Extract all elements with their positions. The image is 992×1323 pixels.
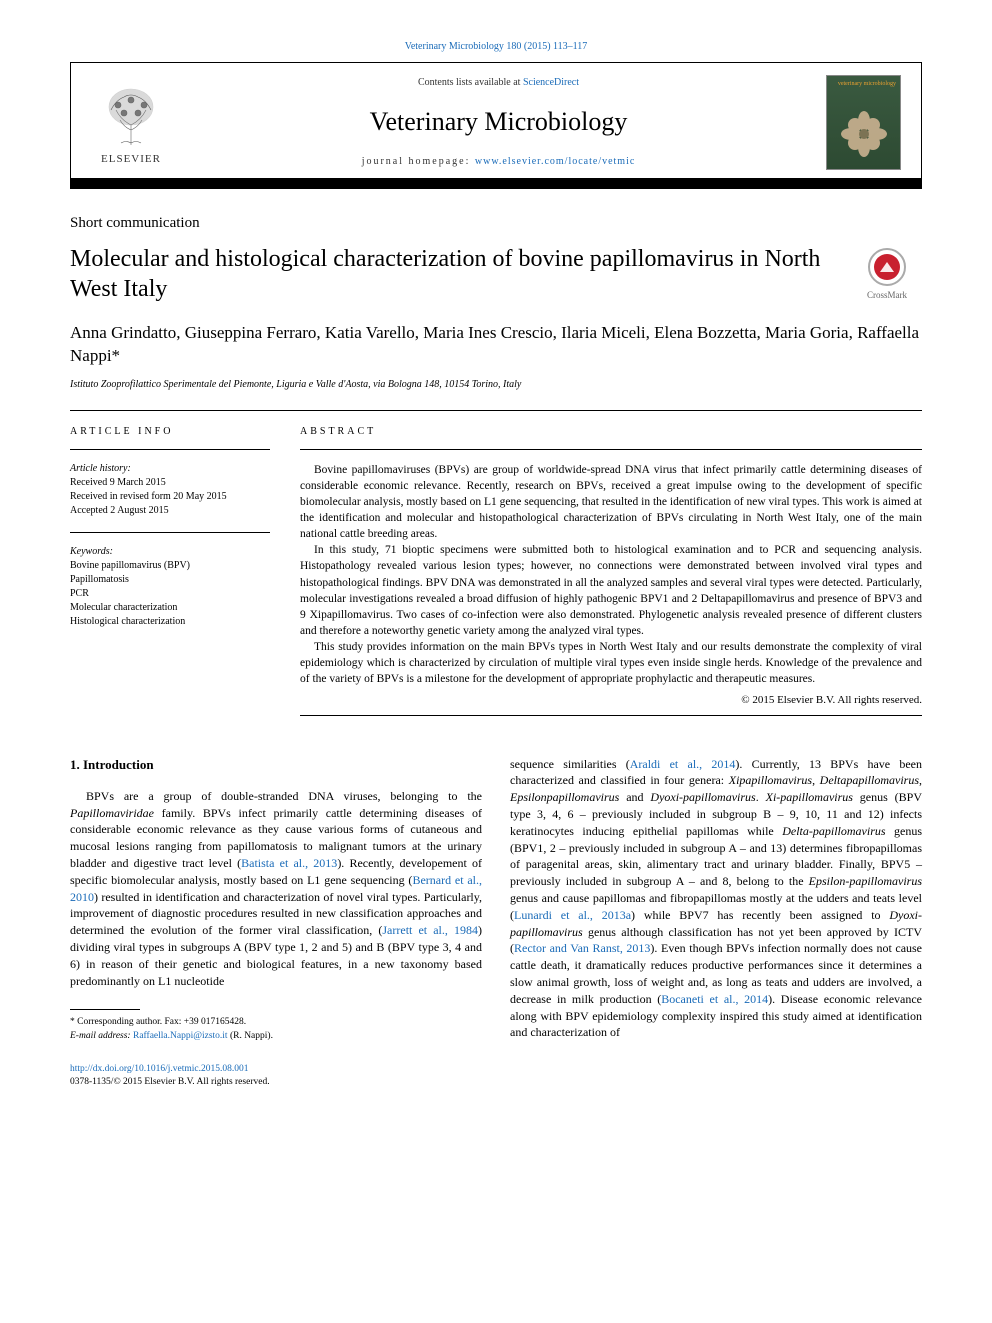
text-italic: Deltapapillomavirus xyxy=(820,773,919,787)
abstract-p2: In this study, 71 bioptic specimens were… xyxy=(300,542,922,639)
email-suffix: (R. Nappi). xyxy=(228,1031,273,1041)
history-accepted: Accepted 2 August 2015 xyxy=(70,504,270,518)
crossmark-icon xyxy=(874,254,900,280)
meta-divider xyxy=(70,449,270,450)
elsevier-tree-icon xyxy=(96,85,166,150)
text: , xyxy=(919,773,922,787)
history-label: Article history: xyxy=(70,462,270,476)
text-italic: Xipapillomavirus xyxy=(729,773,812,787)
affiliation: Istituto Zooprofilattico Sperimentale de… xyxy=(70,378,922,392)
article-info-heading: ARTICLE INFO xyxy=(70,425,270,439)
keyword: Molecular characterization xyxy=(70,601,270,615)
intro-paragraph: BPVs are a group of double-stranded DNA … xyxy=(70,788,482,990)
text-italic: Epsilon-papillomavirus xyxy=(809,874,922,888)
journal-header: ELSEVIER Contents lists available at Sci… xyxy=(70,62,922,189)
email-label: E-mail address: xyxy=(70,1031,133,1041)
contents-available: Contents lists available at ScienceDirec… xyxy=(171,76,826,90)
doi-link[interactable]: http://dx.doi.org/10.1016/j.vetmic.2015.… xyxy=(70,1064,248,1074)
cover-title: veterinary microbiology xyxy=(827,76,900,88)
elsevier-logo: ELSEVIER xyxy=(91,78,171,168)
journal-name: Veterinary Microbiology xyxy=(171,104,826,140)
meta-divider xyxy=(70,532,270,533)
authors: Anna Grindatto, Giuseppina Ferraro, Kati… xyxy=(70,322,922,368)
text-italic: Xi-papillomavirus xyxy=(766,790,853,804)
citation-link[interactable]: Batista et al., 2013 xyxy=(241,856,337,870)
abstract-p3: This study provides information on the m… xyxy=(300,639,922,687)
history-received: Received 9 March 2015 xyxy=(70,476,270,490)
history-revised: Received in revised form 20 May 2015 xyxy=(70,490,270,504)
sciencedirect-link[interactable]: ScienceDirect xyxy=(523,77,579,88)
body-two-column: 1. Introduction BPVs are a group of doub… xyxy=(70,756,922,1043)
homepage-link[interactable]: www.elsevier.com/locate/vetmic xyxy=(475,156,635,167)
text: , xyxy=(812,773,820,787)
article-title: Molecular and histological characterizat… xyxy=(70,244,832,304)
authors-list: Anna Grindatto, Giuseppina Ferraro, Kati… xyxy=(70,323,919,365)
crossmark-label: CrossMark xyxy=(867,289,907,302)
abstract-text: Bovine papillomaviruses (BPVs) are group… xyxy=(300,462,922,687)
email-link[interactable]: Raffaella.Nappi@izsto.it xyxy=(133,1031,228,1041)
text-italic: Papillomaviridae xyxy=(70,806,154,820)
text: sequence similarities ( xyxy=(510,757,630,771)
journal-homepage: journal homepage: www.elsevier.com/locat… xyxy=(171,155,826,169)
corresponding-mark: * xyxy=(112,346,121,365)
text: and xyxy=(619,790,650,804)
text-italic: Delta-papillomavirus xyxy=(782,824,885,838)
keyword: Papillomatosis xyxy=(70,573,270,587)
abstract-divider xyxy=(300,449,922,450)
homepage-prefix: journal homepage: xyxy=(362,156,475,167)
issn-copyright: 0378-1135/© 2015 Elsevier B.V. All right… xyxy=(70,1076,922,1089)
keywords-label: Keywords: xyxy=(70,545,270,559)
bottom-info: http://dx.doi.org/10.1016/j.vetmic.2015.… xyxy=(70,1063,922,1090)
header-black-bar xyxy=(71,178,921,188)
contents-prefix: Contents lists available at xyxy=(418,77,523,88)
article-history: Article history: Received 9 March 2015 R… xyxy=(70,462,270,518)
citation-link[interactable]: Jarrett et al., 1984 xyxy=(382,923,478,937)
elsevier-label: ELSEVIER xyxy=(101,152,161,167)
footnote-corr: * Corresponding author. Fax: +39 0171654… xyxy=(70,1016,482,1029)
abstract-p1: Bovine papillomaviruses (BPVs) are group… xyxy=(300,462,922,542)
abstract-heading: ABSTRACT xyxy=(300,425,922,439)
text-italic: Dyoxi-papillomavirus xyxy=(650,790,755,804)
keyword: Bovine papillomavirus (BPV) xyxy=(70,559,270,573)
text: BPVs are a group of double-stranded DNA … xyxy=(86,789,482,803)
footnote-email: E-mail address: Raffaella.Nappi@izsto.it… xyxy=(70,1030,482,1043)
journal-cover-thumbnail: veterinary microbiology xyxy=(826,75,901,170)
intro-paragraph-col2: sequence similarities (Araldi et al., 20… xyxy=(510,756,922,1042)
citation-link[interactable]: Lunardi et al., 2013a xyxy=(514,908,631,922)
cover-flower-icon xyxy=(839,109,889,159)
keyword: PCR xyxy=(70,587,270,601)
crossmark-badge[interactable]: CrossMark xyxy=(852,248,922,302)
keyword: Histological characterization xyxy=(70,615,270,629)
citation-link[interactable]: Araldi et al., 2014 xyxy=(630,757,736,771)
text: . xyxy=(756,790,766,804)
keywords-block: Keywords: Bovine papillomavirus (BPV) Pa… xyxy=(70,545,270,629)
citation-link[interactable]: Rector and Van Ranst, 2013 xyxy=(514,941,650,955)
introduction-heading: 1. Introduction xyxy=(70,756,482,774)
citation-link[interactable]: Bocaneti et al., 2014 xyxy=(661,992,768,1006)
abstract-copyright: © 2015 Elsevier B.V. All rights reserved… xyxy=(300,693,922,708)
journal-reference: Veterinary Microbiology 180 (2015) 113–1… xyxy=(70,40,922,54)
abstract-bottom-divider xyxy=(300,715,922,716)
text: ) while BPV7 has recently been assigned … xyxy=(631,908,889,922)
text-italic: Epsilonpapillomavirus xyxy=(510,790,619,804)
corresponding-footnote: * Corresponding author. Fax: +39 0171654… xyxy=(70,1016,482,1043)
article-type: Short communication xyxy=(70,213,922,234)
footnote-separator xyxy=(70,1009,140,1010)
